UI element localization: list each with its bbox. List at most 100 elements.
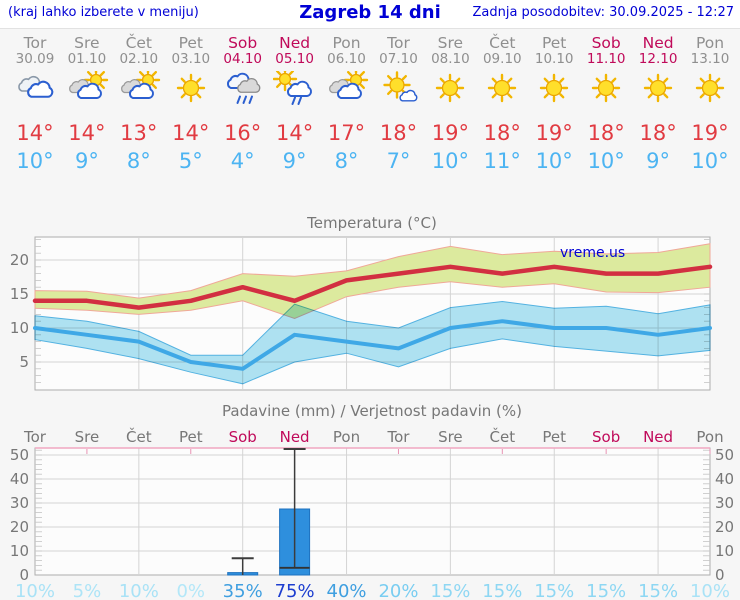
day-date: 02.10 [119,51,159,67]
precip-probability-label: 15% [534,581,574,600]
day-high-temp: 18° [483,121,521,145]
day-name: Ned [279,34,311,52]
day-name: Ned [642,34,674,52]
day-high-temp: 18° [379,121,418,145]
precip-plot-area [34,447,711,576]
day-high-temp: 13° [120,121,158,145]
svg-text:10: 10 [10,542,29,560]
precip-probability-label: 0% [176,581,205,600]
precip-day-label: Pet [542,428,566,446]
day-column: Sre 01.10 14° 9° [60,28,113,174]
precip-day-label: Čet [126,427,152,446]
day-low-temp: 9° [282,149,307,173]
day-date: 07.10 [379,51,418,67]
day-low-temp: 10° [587,149,625,173]
day-column: Sre 08.10 19° 10° [424,28,477,174]
weather-sunny-icon [476,67,529,117]
svg-text:30: 30 [10,494,29,512]
svg-text:5: 5 [19,353,29,371]
day-low-temp: 11° [483,149,521,173]
svg-text:20: 20 [715,518,734,536]
day-high-temp: 18° [639,121,677,145]
precip-probability-label: 75% [275,581,315,600]
day-date: 08.10 [431,51,470,67]
day-name: Tor [387,34,410,52]
precip-probability-label: 40% [327,581,367,600]
svg-text:10: 10 [715,542,734,560]
weather-sun-small-cloud-icon [372,67,425,117]
day-high-temp: 19° [535,121,573,145]
weather-rain-icon [216,67,269,117]
precip-probability-label: 15% [586,581,626,600]
day-column: Pet 10.10 19° 10° [528,28,581,174]
day-low-temp: 10° [535,149,573,173]
day-high-temp: 19° [691,121,729,145]
day-low-temp: 10° [431,149,469,173]
day-low-temp: 10° [16,149,54,173]
precip-probability-label: 20% [378,581,418,600]
day-date: 03.10 [171,51,211,67]
precip-probability-label: 15% [430,581,470,600]
day-column: Tor 07.10 18° 7° [372,28,425,174]
day-name: Tor [23,34,47,52]
last-updated-text: Zadnja posodobitev: 30.09.2025 - 12:27 [472,5,734,20]
day-date: 01.10 [67,51,107,67]
weather-sun-cloud-icon [60,67,113,117]
day-date: 10.10 [534,51,574,67]
day-column: Sob 11.10 18° 10° [580,28,633,174]
day-column: Ned 05.10 14° 9° [268,28,321,174]
precip-probability-label: 10% [15,581,55,600]
day-name: Čet [489,34,516,52]
day-low-temp: 10° [691,149,729,173]
precip-day-label: Ned [280,428,310,446]
svg-text:40: 40 [10,470,29,488]
svg-text:0: 0 [19,566,29,584]
day-name: Sre [437,34,464,52]
page-title: Zagreb 14 dni [299,2,441,23]
precip-day-label: Pon [696,428,723,446]
weather-sun-rain-icon [268,66,321,117]
svg-text:20: 20 [10,518,29,536]
day-column: Pon 13.10 19° 10° [684,28,737,174]
precip-day-label: Pon [333,428,360,446]
day-name: Pet [541,34,567,52]
temperature-chart: 5 10 15 20 Temperatura (°C) vreme.us [10,214,713,391]
day-date: 13.10 [690,51,730,67]
watermark: vreme.us [560,245,625,261]
precipitation-chart: Padavine (mm) / Verjetnost padavin (%) To… [10,402,734,600]
day-high-temp: 18° [587,121,625,145]
svg-text:10: 10 [10,319,29,337]
day-high-temp: 14° [172,121,210,145]
precip-day-label: Sre [75,428,100,446]
weather-sunny-icon [528,67,581,117]
day-name: Sre [74,34,100,52]
day-date: 06.10 [327,51,366,67]
day-column: Tor 30.09 14° 10° [9,28,62,174]
precip-day-label: Pet [179,428,203,446]
precip-day-label: Sob [229,428,257,446]
day-high-temp: 16° [224,121,262,145]
weather-sun-cloud-icon [112,67,165,117]
svg-text:0: 0 [715,566,725,584]
day-low-temp: 9° [646,149,671,173]
day-name: Sob [591,34,621,52]
weather-sunny-icon [684,67,737,117]
precip-day-label: Sre [438,428,463,446]
day-high-temp: 14° [275,121,314,145]
svg-text:20: 20 [10,251,29,269]
weather-sunny-icon [580,67,633,117]
svg-text:15: 15 [10,285,29,303]
precip-day-label: Tor [386,428,410,446]
precip-probability-label: 10% [119,581,159,600]
weather-cloudy-icon [9,67,62,117]
header: (kraj lahko izberete v meniju) Zagreb 14… [0,0,740,29]
day-low-temp: 4° [230,149,255,173]
day-low-temp: 9° [74,149,99,173]
temp-chart-title: Temperatura (°C) [306,214,437,232]
day-name: Pet [178,34,203,52]
day-forecast-strip: Tor 30.09 14° 10° Sre 01.10 14° 9° Čet 02.10 13° 8°… [0,28,740,213]
day-column: Čet 02.10 13° 8° [112,28,165,174]
precip-probability-label: 5% [73,581,102,600]
precip-probability-label: 15% [638,581,678,600]
